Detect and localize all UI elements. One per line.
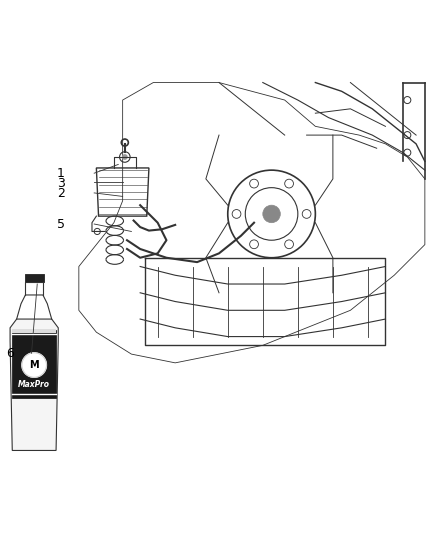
Bar <box>25 274 44 282</box>
Bar <box>12 330 56 398</box>
Polygon shape <box>10 319 58 450</box>
Text: MaxPro: MaxPro <box>18 380 50 389</box>
Text: M: M <box>29 360 39 370</box>
Text: 1: 1 <box>57 167 65 180</box>
Text: 6: 6 <box>7 347 14 360</box>
Bar <box>12 329 56 333</box>
Text: 5: 5 <box>57 217 65 230</box>
Circle shape <box>123 155 127 159</box>
Circle shape <box>22 353 46 377</box>
Text: 3: 3 <box>57 177 65 190</box>
Circle shape <box>263 205 280 223</box>
Text: 2: 2 <box>57 187 65 200</box>
